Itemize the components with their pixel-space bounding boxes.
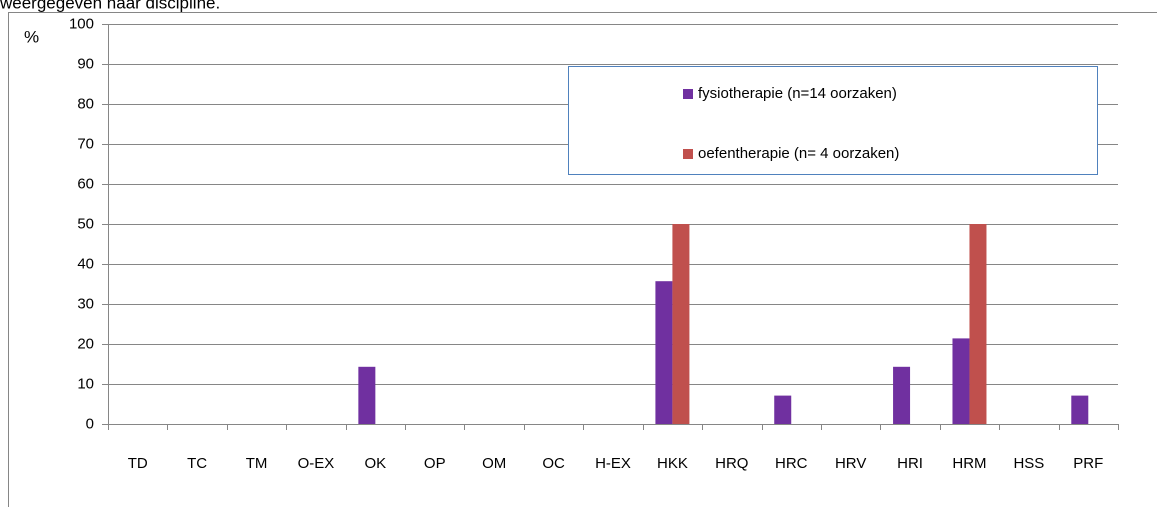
y-tick-label: 40: [77, 255, 94, 272]
x-tick-label: HRV: [835, 455, 866, 472]
x-tick-label: HRI: [897, 455, 923, 472]
y-tick-label: 70: [77, 135, 94, 152]
bar: [672, 224, 690, 424]
y-axis-label: %: [24, 27, 39, 46]
y-tick-label: 0: [86, 415, 94, 432]
y-tick-label: 60: [77, 175, 94, 192]
y-tick-label: 80: [77, 95, 94, 112]
y-tick-label: 30: [77, 295, 94, 312]
legend-swatch: [683, 89, 693, 99]
x-tick-label: TM: [246, 455, 268, 472]
x-tick-label: OC: [542, 455, 565, 472]
x-tick-label: OP: [424, 455, 446, 472]
bar: [969, 224, 987, 424]
y-tick-label: 10: [77, 375, 94, 392]
x-tick-label: TC: [187, 455, 207, 472]
chart-frame: [8, 12, 1157, 507]
bar: [774, 395, 792, 424]
legend-swatch: [683, 149, 693, 159]
x-tick-label: TD: [128, 455, 148, 472]
bar: [952, 338, 970, 424]
bar: [358, 366, 376, 424]
x-tick-label: H-EX: [595, 455, 631, 472]
legend-box: [568, 66, 1098, 175]
x-tick-label: OM: [482, 455, 506, 472]
bar: [655, 281, 673, 424]
legend-label: oefentherapie (n= 4 oorzaken): [698, 145, 899, 162]
x-tick-label: PRF: [1073, 455, 1103, 472]
bar: [893, 366, 911, 424]
x-tick-label: HKK: [657, 455, 688, 472]
x-tick-label: HRM: [952, 455, 986, 472]
y-tick-label: 50: [77, 215, 94, 232]
y-tick-label: 100: [69, 15, 94, 32]
chart-title: weergegeven naar discipline.: [0, 0, 220, 12]
y-tick-label: 20: [77, 335, 94, 352]
legend-label: fysiotherapie (n=14 oorzaken): [698, 85, 897, 102]
x-tick-label: O-EX: [298, 455, 335, 472]
y-tick-label: 90: [77, 55, 94, 72]
x-tick-label: HRQ: [715, 455, 748, 472]
x-tick-label: HRC: [775, 455, 808, 472]
x-tick-label: OK: [365, 455, 387, 472]
x-tick-label: HSS: [1013, 455, 1044, 472]
bar: [1071, 395, 1089, 424]
